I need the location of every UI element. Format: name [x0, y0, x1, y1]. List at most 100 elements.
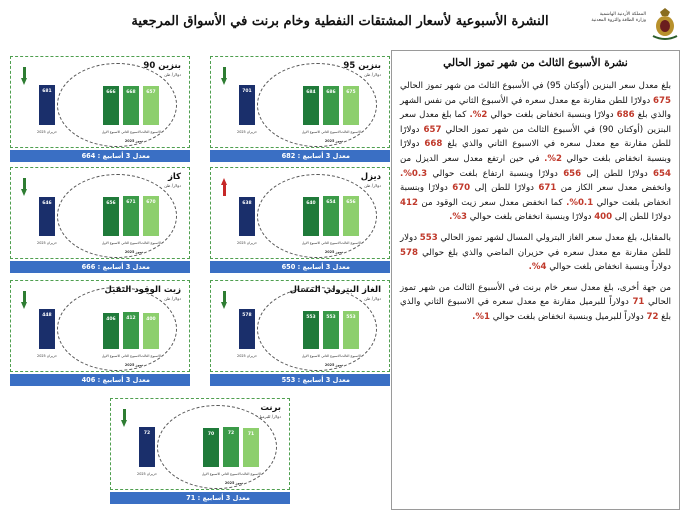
paragraph-text: دولارًا وبنسبة انخفاض بلغت حوالي	[400, 139, 671, 164]
bar-value-label: 553	[346, 315, 356, 320]
bar-value-label: 71	[247, 432, 255, 437]
bar-w3: 657	[143, 86, 159, 125]
highlighted-value: 72	[646, 311, 659, 322]
x-tick-label: حزيران 2025	[37, 241, 57, 245]
chart-frame: بنزين 95 دولار/ طن 701 684 686 675 حزيران 2025…	[210, 56, 390, 148]
article-title: نشرة الأسبوع الثالث من شهر تموز الحالي	[443, 57, 628, 69]
x-tick-label: الاسبوع الثالث	[341, 354, 361, 358]
bar-w1: 406	[103, 313, 119, 349]
bar-value-label: 646	[42, 201, 52, 206]
x-tick-label: الاسبوع الثاني	[121, 241, 141, 245]
highlighted-value: 657	[423, 124, 442, 135]
bar-value-label: 701	[242, 89, 252, 94]
paragraph-text: من جهة أخرى، بلغ معدل سعر خام برنت في ال…	[400, 282, 672, 308]
header: النشرة الأسبوعية لأسعار المشتقات النفطية…	[0, 0, 687, 50]
highlighted-value: 668	[424, 139, 443, 150]
x-group-label: تموز 2025	[324, 363, 344, 367]
highlighted-value: 71	[632, 297, 645, 308]
paragraph-text: دولارًا للطن إلى	[612, 212, 671, 223]
ministry-logo: المملكة الأردنية الهاشمية وزارة الطاقة و…	[590, 6, 680, 44]
current-month-highlight-ring	[257, 174, 377, 258]
x-tick-label: حزيران 2025	[237, 241, 257, 245]
highlighted-value: 0.3%.	[400, 168, 428, 179]
coat-of-arms-icon	[652, 8, 678, 40]
highlighted-value: 656	[563, 168, 582, 179]
bar-w2: 412	[123, 312, 139, 349]
bar-value-label: 686	[326, 90, 336, 95]
bar-value-label: 448	[42, 313, 52, 318]
x-tick-label: الاسبوع الاول	[101, 241, 121, 245]
chart-unit: دولار/ طن	[364, 296, 381, 301]
bar-w3: 553	[343, 311, 359, 349]
x-group-label: تموز 2025	[124, 139, 144, 143]
bar-prev: 681	[39, 85, 55, 125]
chart-unit: دولار/ طن	[164, 72, 181, 77]
trend-down-arrow-icon	[21, 178, 27, 196]
bar-value-label: 578	[242, 313, 252, 318]
chart-frame: بنزين 90 دولار/ طن 681 666 668 657 حزيران 2025…	[10, 56, 190, 148]
bar-prev: 72	[139, 427, 155, 467]
highlighted-value: 1%.	[472, 311, 491, 322]
bar-value-label: 406	[106, 317, 116, 322]
x-tick-label: الاسبوع الثالث	[341, 241, 361, 245]
chart-unit: دولار/ طن	[164, 183, 181, 188]
bar-prev: 638	[239, 197, 255, 236]
highlighted-value: 4%.	[528, 262, 547, 273]
paragraph-text: وانخفض معدل سعر الكاز من	[556, 183, 671, 194]
x-tick-label: الاسبوع الثاني	[321, 354, 341, 358]
x-tick-label: الاسبوع الثالث	[341, 130, 361, 134]
bar-w2: 72	[223, 427, 239, 467]
x-tick-label: الاسبوع الثاني	[221, 472, 241, 476]
paragraph-text: كما انخفض معدل سعر زيت الوقود من	[417, 197, 567, 208]
chart-title: زيت الوقود الثقيل	[104, 285, 181, 295]
bar-value-label: 553	[306, 315, 316, 320]
chart-card-octane90: بنزين 90 دولار/ طن 681 666 668 657 حزيران 2025…	[10, 56, 190, 164]
bar-w1: 656	[103, 197, 119, 236]
three-week-average-band: معدل 3 أسابيع : 71	[110, 492, 290, 504]
trend-down-arrow-icon	[21, 67, 27, 85]
chart-card-brent: برنت دولار/ للبرميل 72 70 72 71 حزيران 2025 الا…	[110, 398, 290, 506]
current-month-highlight-ring	[57, 63, 177, 147]
chart-card-fueloil: زيت الوقود الثقيل دولار/ طن 448 406 412 400 حز…	[10, 280, 190, 388]
current-month-highlight-ring	[57, 174, 177, 258]
x-group-label: تموز 2025	[324, 250, 344, 254]
bar-prev: 701	[239, 85, 255, 125]
current-month-highlight-ring	[157, 405, 277, 489]
bar-value-label: 72	[143, 431, 151, 436]
paragraph-text: دولارًا وبنسبة انخفاض بلغت حوالي	[400, 183, 671, 208]
bar-value-label: 656	[346, 200, 356, 205]
bar-value-label: 400	[146, 317, 156, 322]
three-week-average-band: معدل 3 أسابيع : 666	[10, 261, 190, 273]
bar-value-label: 640	[306, 201, 316, 206]
bar-w3: 400	[143, 313, 159, 349]
article-paragraph: بالمقابل، بلغ معدل سعر الغاز البترولي ال…	[400, 231, 671, 275]
paragraph-text: دولاراً للبرميل وبنسبة انخفاض بلغت حوالي	[490, 311, 647, 322]
x-group-label: تموز 2025	[124, 250, 144, 254]
trend-down-arrow-icon	[21, 291, 27, 309]
bar-w1: 640	[303, 197, 319, 236]
paragraph-text: دولاراً للبرميل مقارنة مع معدل سعره في ا…	[400, 297, 671, 322]
paragraph-text: دولار للطن مقارنة مع معدل سعره في حزيران…	[400, 232, 671, 258]
highlighted-value: 0.1%.	[566, 197, 594, 208]
x-tick-label: حزيران 2025	[137, 472, 157, 476]
x-tick-label: الاسبوع الثاني	[121, 354, 141, 358]
x-tick-label: الاسبوع الثالث	[141, 354, 161, 358]
x-tick-label: الاسبوع الثاني	[321, 241, 341, 245]
bar-prev: 646	[39, 197, 55, 236]
current-month-highlight-ring	[257, 287, 377, 371]
x-group-label: تموز 2025	[324, 139, 344, 143]
highlighted-value: 3%.	[449, 212, 467, 223]
bar-w1: 666	[103, 86, 119, 125]
x-group-label: تموز 2025	[124, 363, 144, 367]
paragraph-text: دولارًا للطن مقارنة مع معدل سعره في الاس…	[400, 124, 671, 150]
bar-w1: 684	[303, 86, 319, 125]
highlighted-value: 2%.	[469, 110, 488, 121]
three-week-average-band: معدل 3 أسابيع : 406	[10, 374, 190, 386]
chart-frame: ديزل دولار/ طن 638 640 654 656 حزيران 2025 الاس…	[210, 167, 390, 259]
highlighted-value: 671	[538, 183, 557, 194]
highlighted-value: 686	[616, 110, 635, 121]
chart-card-diesel: ديزل دولار/ طن 638 640 654 656 حزيران 2025 الاس…	[210, 167, 390, 275]
current-month-highlight-ring	[257, 63, 377, 147]
bar-w3: 656	[343, 196, 359, 236]
chart-frame: الغاز البترولي المسال دولار/ طن 578 553 553 5…	[210, 280, 390, 372]
